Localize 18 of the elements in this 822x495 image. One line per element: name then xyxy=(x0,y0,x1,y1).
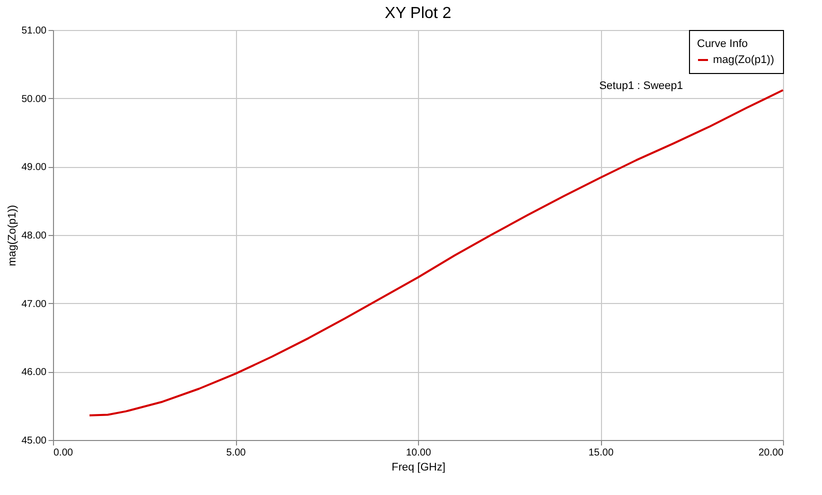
legend-title: Curve Info xyxy=(697,38,748,50)
y-tick-label: 45.00 xyxy=(21,436,47,446)
x-tick-label: 15.00 xyxy=(588,448,614,458)
x-tick-label: 10.00 xyxy=(406,448,432,458)
legend-label: mag(Zo(p1)) xyxy=(713,54,774,66)
x-axis-title: Freq [GHz] xyxy=(392,462,446,474)
y-axis-title: mag(Zo(p1)) xyxy=(6,204,18,266)
x-tick-label: 20.00 xyxy=(758,448,784,458)
annotation: Setup1 : Sweep1 xyxy=(599,80,683,92)
y-tick-label: 49.00 xyxy=(21,162,47,174)
chart-title: XY Plot 2 xyxy=(384,5,452,22)
y-tick-label: 46.00 xyxy=(21,367,47,378)
x-tick-label: 0.00 xyxy=(54,448,74,458)
y-tick-label: 51.00 xyxy=(21,26,47,36)
x-tick-label: 5.00 xyxy=(226,448,246,458)
y-tick-label: 48.00 xyxy=(21,230,47,242)
y-tick-label: 47.00 xyxy=(21,298,47,310)
y-tick-label: 50.00 xyxy=(21,94,47,105)
